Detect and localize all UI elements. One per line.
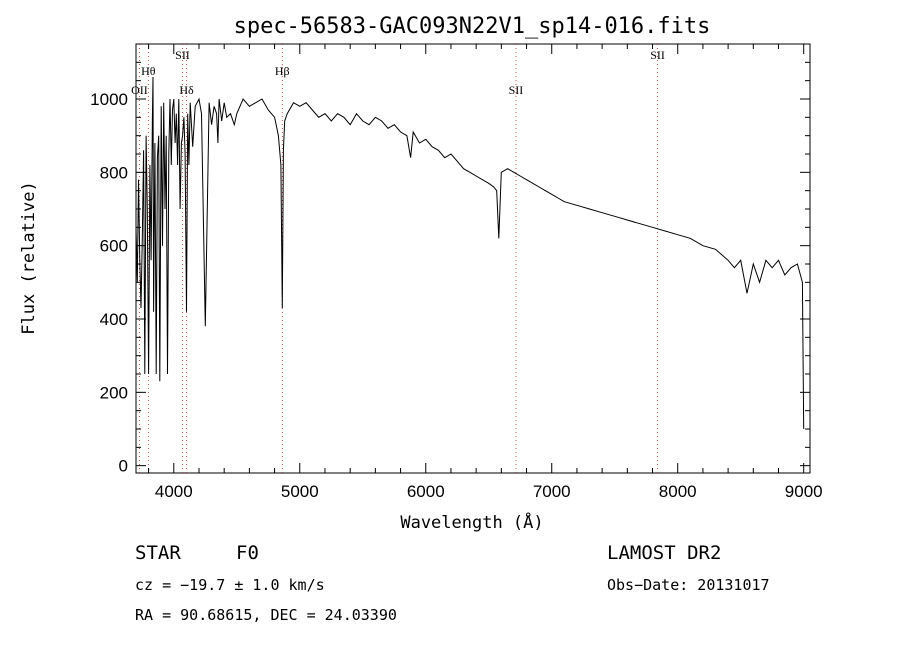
y-tick-label: 400 xyxy=(100,310,128,329)
y-tick-labels: 0 200 400 600 800 1000 xyxy=(90,90,128,476)
x-tick-label: 9000 xyxy=(785,482,823,501)
y-tick-label: 200 xyxy=(100,383,128,402)
chart-title: spec-56583-GAC093N22V1_sp14-016.fits xyxy=(234,14,711,39)
line-marker-label: Hβ xyxy=(275,64,290,78)
survey-name: LAMOST DR2 xyxy=(607,542,721,564)
axis-ticks xyxy=(136,44,810,473)
coordinates: RA = 90.68615, DEC = 24.03390 xyxy=(135,606,397,624)
line-marker-label: OII xyxy=(131,83,148,97)
y-tick-label: 0 xyxy=(119,457,128,476)
plot-frame xyxy=(135,43,811,474)
plot-area xyxy=(135,43,811,474)
line-marker-label: SII xyxy=(509,83,524,97)
x-axis-label: Wavelength (Å) xyxy=(400,511,543,533)
object-class: STAR xyxy=(135,542,181,564)
x-tick-label: 8000 xyxy=(659,482,697,501)
cz-value: cz = −19.7 ± 1.0 km/s xyxy=(135,576,325,594)
obs-date: Obs−Date: 20131017 xyxy=(607,576,770,594)
x-tick-labels: 4000 5000 6000 7000 8000 9000 xyxy=(155,482,823,501)
y-tick-label: 800 xyxy=(100,163,128,182)
x-tick-label: 7000 xyxy=(533,482,571,501)
y-axis-label: Flux (relative) xyxy=(19,181,39,335)
annotation-labels: OII Hθ SII Hδ Hβ SII SII xyxy=(131,48,665,97)
x-tick-label: 6000 xyxy=(407,482,445,501)
x-tick-label: 5000 xyxy=(281,482,319,501)
line-marker-label: Hδ xyxy=(179,83,194,97)
x-tick-label: 4000 xyxy=(155,482,193,501)
object-subclass: F0 xyxy=(236,542,259,564)
y-tick-label: 1000 xyxy=(90,90,128,109)
line-marker-label: SII xyxy=(650,48,665,62)
y-tick-label: 600 xyxy=(100,237,128,256)
spectrum-line xyxy=(135,76,805,430)
line-marker-label: SII xyxy=(175,48,190,62)
line-marker-label: Hθ xyxy=(141,64,156,78)
annotation-lines xyxy=(139,44,658,473)
